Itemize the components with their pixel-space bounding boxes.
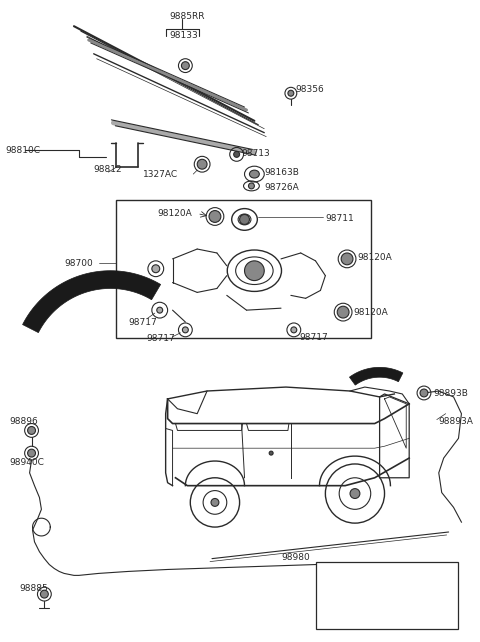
Text: 98726A: 98726A (264, 183, 299, 192)
Text: 98893A: 98893A (439, 417, 474, 426)
Circle shape (269, 451, 273, 455)
Circle shape (341, 253, 353, 265)
Text: 98120A: 98120A (357, 253, 392, 262)
Circle shape (209, 211, 221, 222)
Text: 98163B: 98163B (264, 168, 299, 177)
Circle shape (288, 91, 294, 96)
Circle shape (28, 449, 36, 457)
Circle shape (152, 265, 160, 273)
Circle shape (420, 389, 428, 397)
Circle shape (291, 327, 297, 333)
Circle shape (337, 306, 349, 318)
Polygon shape (349, 367, 403, 385)
Text: 98356: 98356 (296, 85, 324, 94)
Circle shape (240, 214, 250, 224)
Circle shape (28, 426, 36, 435)
Text: 98870: 98870 (343, 588, 372, 597)
Circle shape (182, 327, 188, 333)
Ellipse shape (250, 170, 259, 178)
Text: (W/O REAR: (W/O REAR (323, 564, 372, 573)
Text: 98717: 98717 (300, 333, 328, 342)
Bar (315, 562, 458, 629)
Circle shape (181, 62, 189, 69)
Text: 98713: 98713 (241, 150, 270, 159)
Circle shape (249, 183, 254, 189)
Text: 98940C: 98940C (10, 458, 45, 467)
Text: 98133: 98133 (169, 31, 198, 40)
Text: 98120A: 98120A (158, 209, 192, 218)
Text: 98717: 98717 (128, 318, 157, 327)
Text: 98810C: 98810C (5, 146, 40, 155)
Circle shape (157, 307, 163, 313)
Circle shape (211, 498, 219, 507)
Polygon shape (23, 271, 161, 333)
Text: 98885: 98885 (20, 584, 48, 593)
Circle shape (356, 604, 364, 612)
Text: 98893B: 98893B (434, 389, 468, 398)
Circle shape (244, 261, 264, 281)
Text: 1327AC: 1327AC (143, 170, 178, 179)
Text: WINDOW WIPER): WINDOW WIPER) (323, 575, 404, 584)
Text: 98896: 98896 (10, 417, 38, 426)
Text: 98700: 98700 (64, 259, 93, 268)
Text: 9885RR: 9885RR (169, 12, 205, 21)
Text: 98980: 98980 (281, 553, 310, 562)
Circle shape (234, 152, 240, 157)
Text: 98717: 98717 (146, 334, 175, 343)
Circle shape (40, 590, 48, 598)
Bar (116, 200, 371, 338)
Text: 98120A: 98120A (353, 308, 388, 317)
Circle shape (350, 489, 360, 498)
Circle shape (197, 159, 207, 169)
Text: 98711: 98711 (325, 214, 354, 223)
Text: 98812: 98812 (94, 165, 122, 174)
